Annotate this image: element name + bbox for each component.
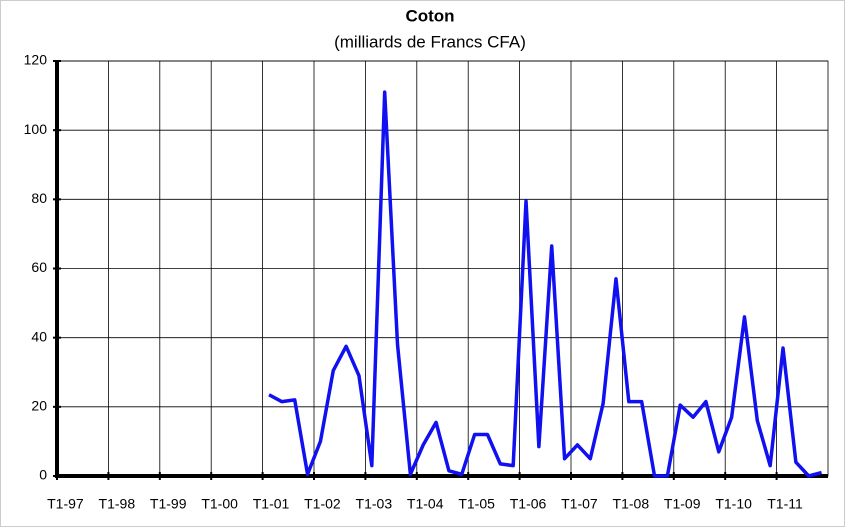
x-tick-label: T1-00 [201, 496, 238, 512]
x-tick-label: T1-10 [715, 496, 752, 512]
y-tick-label: 60 [31, 259, 47, 275]
y-tick-label: 100 [24, 121, 48, 137]
x-tick-label: T1-09 [664, 496, 701, 512]
x-tick-label: T1-04 [407, 496, 444, 512]
x-tick-label: T1-01 [253, 496, 290, 512]
y-tick-label: 40 [31, 328, 47, 344]
x-tick-label: T1-05 [458, 496, 495, 512]
x-tick-label: T1-97 [47, 496, 84, 512]
x-tick-label: T1-02 [304, 496, 341, 512]
data-line [268, 90, 823, 478]
x-tick-label: T1-11 [767, 496, 803, 512]
x-tick-label: T1-98 [99, 496, 136, 512]
y-tick-label: 0 [39, 467, 47, 483]
chart-subtitle: (milliards de Francs CFA) [334, 32, 526, 51]
x-tick-label: T1-06 [510, 496, 547, 512]
x-tick-label: T1-99 [150, 496, 187, 512]
y-tick-label: 80 [31, 190, 47, 206]
x-tick-label: T1-03 [356, 496, 393, 512]
y-tick-label: 20 [31, 398, 47, 414]
x-tick-label: T1-07 [561, 496, 598, 512]
chart-title: Coton [405, 6, 454, 25]
y-tick-label: 120 [24, 52, 48, 68]
x-tick-label: T1-08 [613, 496, 650, 512]
